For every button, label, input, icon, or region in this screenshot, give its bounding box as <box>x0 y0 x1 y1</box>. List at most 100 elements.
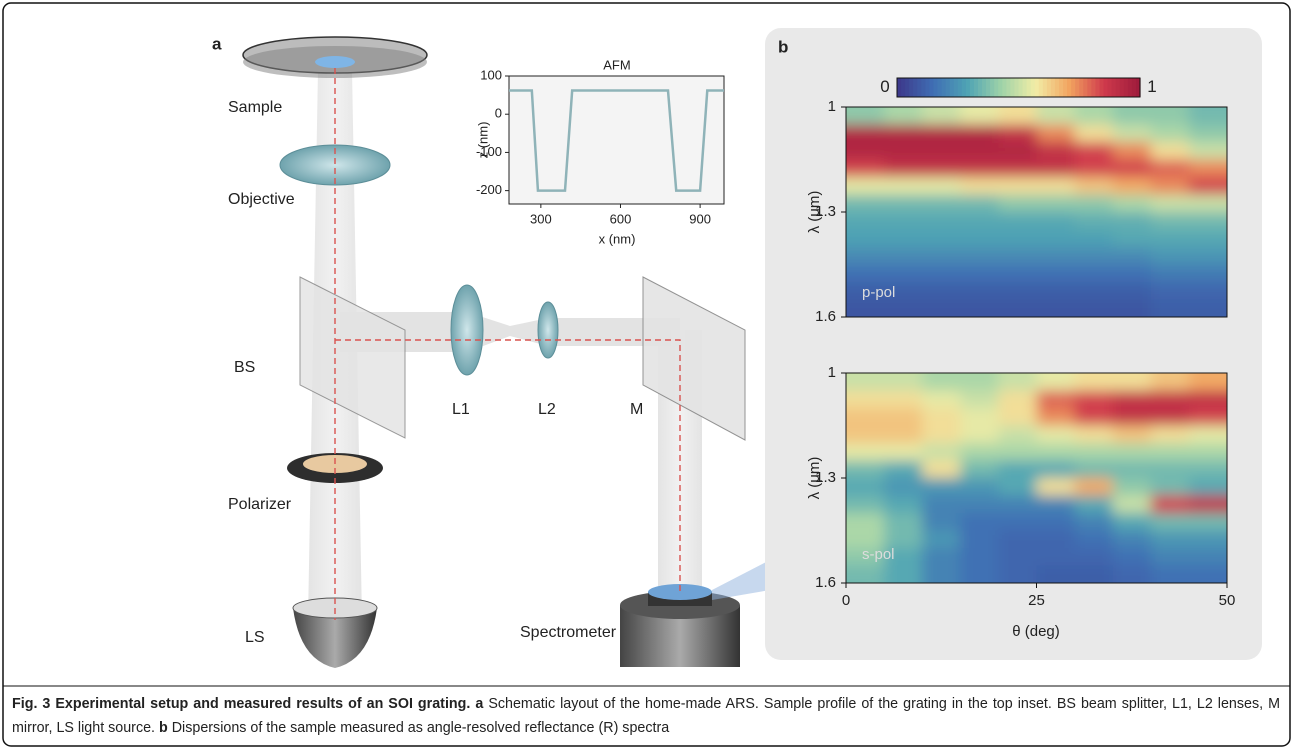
heatmap-cell <box>1075 212 1114 231</box>
colorbar-segment <box>921 78 926 97</box>
colorbar-segment <box>1124 78 1129 97</box>
colorbar-segment <box>1010 78 1015 97</box>
heatmap-cell <box>884 195 923 214</box>
colorbar-segment <box>1116 78 1121 97</box>
heatmap-cell <box>960 265 999 284</box>
heatmap-cell <box>922 195 961 214</box>
heatmap-cell <box>998 212 1037 231</box>
caption-text: Dispersions of the sample measured as an… <box>172 720 669 736</box>
heatmap-cell <box>1075 195 1114 214</box>
y-tick-label: -100 <box>476 144 502 159</box>
heatmap-cell <box>1113 282 1152 301</box>
heatmap-cell <box>1075 408 1114 427</box>
heatmap-cell <box>1037 247 1076 266</box>
heatmap-cell <box>1151 195 1190 214</box>
colorbar-segment <box>1023 78 1028 97</box>
heatmap-cell <box>1113 496 1152 515</box>
heatmap-cell <box>998 142 1037 161</box>
afm-title: AFM <box>603 57 630 72</box>
heatmap-cell <box>1037 548 1076 567</box>
heatmap-cell <box>960 247 999 266</box>
heatmap-cell <box>1037 160 1076 179</box>
heatmap-cell <box>1151 142 1190 161</box>
heatmap-cell <box>1075 160 1114 179</box>
colorbar-segment <box>1006 78 1011 97</box>
heatmap-cell <box>1037 496 1076 515</box>
heatmap-cell <box>998 496 1037 515</box>
heatmap-cell <box>884 142 923 161</box>
heatmap-cell <box>1151 391 1190 410</box>
colorbar-segment <box>966 78 971 97</box>
heatmap-cell <box>922 408 961 427</box>
colorbar-segment <box>901 78 906 97</box>
heatmap-cell <box>1113 513 1152 532</box>
heatmap-cell <box>1151 443 1190 462</box>
colorbar-segment <box>1031 78 1036 97</box>
colorbar-segment <box>1132 78 1137 97</box>
heatmap-cell <box>1113 461 1152 480</box>
component-label: Sample <box>228 99 282 116</box>
heatmap-cell <box>960 282 999 301</box>
heatmap-cell <box>1151 548 1190 567</box>
heatmap-cell <box>1075 247 1114 266</box>
heatmap-cell <box>960 461 999 480</box>
sample-spot <box>315 56 355 68</box>
colorbar-segment <box>998 78 1003 97</box>
colorbar-segment <box>1100 78 1105 97</box>
heatmap-cell <box>1037 265 1076 284</box>
heatmap-cell <box>1113 160 1152 179</box>
colorbar-segment <box>1075 78 1080 97</box>
heatmap-cell <box>1075 125 1114 144</box>
heatmap-cell <box>884 125 923 144</box>
y-tick-label: 1 <box>828 98 836 115</box>
colorbar-segment <box>958 78 963 97</box>
heatmap-cell <box>1037 195 1076 214</box>
heatmap-cell <box>1037 282 1076 301</box>
heatmap-cell <box>960 195 999 214</box>
colorbar-segment <box>1108 78 1113 97</box>
heatmap-cell <box>884 265 923 284</box>
heatmap-cell <box>1113 478 1152 497</box>
heatmap-cell <box>1037 513 1076 532</box>
colorbar-tick-label: 0 <box>880 77 889 96</box>
heatmap-cell <box>922 426 961 445</box>
heatmap-cell <box>1151 160 1190 179</box>
colorbar-segment <box>1091 78 1096 97</box>
colorbar-segment <box>1019 78 1024 97</box>
heatmap-cell <box>960 426 999 445</box>
caption-part-label: a <box>475 696 483 712</box>
caption-part-label: b <box>159 720 168 736</box>
heatmap-cell <box>1151 513 1190 532</box>
heatmap-cell <box>884 247 923 266</box>
heatmap-cell <box>1151 461 1190 480</box>
heatmap-cell <box>922 478 961 497</box>
heatmap-cell <box>922 212 961 231</box>
heatmap-cell <box>1113 443 1152 462</box>
heatmap-cell <box>1113 408 1152 427</box>
component-label: Objective <box>228 191 295 208</box>
heatmap-cell <box>998 247 1037 266</box>
heatmap-cell <box>884 478 923 497</box>
colorbar-segment <box>994 78 999 97</box>
colorbar-tick-label: 1 <box>1147 77 1156 96</box>
heatmap-cell <box>884 513 923 532</box>
heatmap-cell <box>960 177 999 196</box>
heatmap-cell <box>1113 548 1152 567</box>
heatmap-cell <box>1151 478 1190 497</box>
heatmap-cell <box>1113 142 1152 161</box>
colorbar-segment <box>897 78 902 97</box>
heatmap-cell <box>1075 282 1114 301</box>
heatmap-cell <box>998 443 1037 462</box>
heatmap-cell <box>1037 142 1076 161</box>
heatmap-cell <box>1113 426 1152 445</box>
figure: a Sample Objective BS Polarizer LS L1 L2… <box>0 0 1293 749</box>
colorbar-segment <box>1104 78 1109 97</box>
heatmap-cell <box>1151 230 1190 249</box>
colorbar-segment <box>1043 78 1048 97</box>
panel-label: a <box>212 34 222 53</box>
heatmap-cell <box>1113 531 1152 550</box>
heatmap-cell <box>884 230 923 249</box>
heatmap-cell <box>922 160 961 179</box>
colorbar-segment <box>929 78 934 97</box>
colorbar-segment <box>1128 78 1133 97</box>
